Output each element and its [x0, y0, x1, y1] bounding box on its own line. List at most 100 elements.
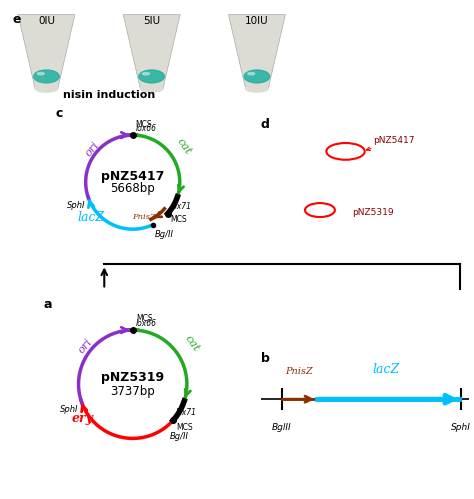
- Text: MCS: MCS: [176, 423, 193, 432]
- Circle shape: [409, 129, 423, 138]
- Circle shape: [355, 154, 371, 165]
- Text: ori: ori: [77, 336, 94, 355]
- Circle shape: [388, 139, 401, 148]
- Circle shape: [416, 187, 429, 196]
- Text: SphI: SphI: [67, 201, 86, 210]
- Circle shape: [275, 143, 287, 151]
- Circle shape: [416, 124, 424, 130]
- Circle shape: [306, 159, 315, 165]
- Circle shape: [428, 206, 441, 215]
- Circle shape: [357, 233, 368, 240]
- Text: lacZ: lacZ: [77, 211, 105, 224]
- Text: PnisZ: PnisZ: [285, 367, 313, 376]
- Circle shape: [387, 233, 399, 240]
- Circle shape: [335, 233, 345, 240]
- Text: 0IU: 0IU: [38, 16, 55, 26]
- Circle shape: [444, 121, 460, 132]
- Circle shape: [331, 234, 341, 240]
- Circle shape: [324, 204, 334, 210]
- Text: MCS: MCS: [171, 216, 187, 225]
- Circle shape: [354, 224, 365, 232]
- Circle shape: [311, 218, 328, 229]
- Text: c: c: [55, 107, 63, 120]
- Circle shape: [360, 139, 378, 151]
- Circle shape: [404, 157, 417, 165]
- Circle shape: [399, 137, 414, 147]
- Circle shape: [343, 225, 354, 232]
- Text: d: d: [260, 118, 269, 131]
- Circle shape: [421, 124, 430, 130]
- Circle shape: [318, 182, 334, 192]
- Text: cat: cat: [183, 333, 201, 353]
- Circle shape: [396, 188, 413, 199]
- Circle shape: [415, 152, 424, 158]
- Ellipse shape: [37, 72, 44, 75]
- Circle shape: [418, 237, 426, 242]
- Ellipse shape: [139, 70, 164, 83]
- Circle shape: [264, 174, 279, 184]
- Ellipse shape: [140, 85, 163, 92]
- Text: 5668bp: 5668bp: [110, 182, 155, 195]
- Circle shape: [446, 157, 454, 162]
- Text: lox66: lox66: [136, 319, 157, 328]
- Text: b: b: [261, 352, 270, 365]
- Circle shape: [435, 214, 447, 222]
- Text: nisin induction: nisin induction: [63, 90, 155, 100]
- Circle shape: [350, 194, 366, 204]
- Ellipse shape: [246, 85, 268, 92]
- Circle shape: [342, 242, 351, 248]
- Circle shape: [442, 212, 456, 221]
- Text: pNZ5319: pNZ5319: [352, 209, 393, 218]
- Ellipse shape: [34, 70, 59, 83]
- Circle shape: [305, 239, 321, 249]
- Circle shape: [399, 118, 412, 126]
- Text: pNZ5417: pNZ5417: [366, 136, 415, 151]
- Circle shape: [413, 135, 421, 140]
- Text: pNZ5319: pNZ5319: [101, 371, 164, 384]
- Polygon shape: [18, 14, 75, 88]
- Circle shape: [371, 121, 389, 133]
- Text: SphI: SphI: [60, 406, 79, 415]
- Circle shape: [400, 136, 410, 142]
- Ellipse shape: [35, 85, 58, 92]
- Circle shape: [408, 201, 421, 210]
- Circle shape: [262, 188, 274, 196]
- Text: MCS: MCS: [136, 120, 152, 129]
- Text: 5IU: 5IU: [143, 16, 160, 26]
- Circle shape: [338, 184, 354, 194]
- Circle shape: [342, 161, 355, 170]
- Circle shape: [435, 216, 447, 224]
- Text: Bg/II: Bg/II: [155, 231, 174, 240]
- Text: lox66: lox66: [136, 124, 156, 133]
- Circle shape: [395, 174, 410, 184]
- Text: lox71: lox71: [171, 202, 191, 211]
- Circle shape: [295, 148, 307, 156]
- Circle shape: [438, 238, 452, 247]
- Text: ery: ery: [72, 412, 94, 425]
- Text: Bg/II: Bg/II: [170, 432, 189, 441]
- Circle shape: [305, 170, 314, 176]
- Text: ori: ori: [83, 140, 101, 158]
- Circle shape: [437, 182, 452, 193]
- Ellipse shape: [247, 72, 255, 75]
- Circle shape: [353, 136, 362, 142]
- Text: a: a: [43, 297, 52, 310]
- Text: 3737bp: 3737bp: [110, 385, 155, 398]
- Ellipse shape: [244, 70, 270, 83]
- Circle shape: [314, 184, 325, 192]
- Text: BglII: BglII: [272, 423, 292, 432]
- Circle shape: [387, 195, 399, 203]
- Text: lacZ: lacZ: [372, 363, 400, 376]
- Text: PnisZ: PnisZ: [132, 213, 155, 221]
- Ellipse shape: [142, 72, 149, 75]
- Polygon shape: [228, 14, 285, 88]
- Text: e: e: [12, 13, 21, 26]
- Text: cat: cat: [175, 137, 193, 157]
- Circle shape: [270, 172, 284, 182]
- Text: 10IU: 10IU: [245, 16, 269, 26]
- Polygon shape: [123, 14, 180, 88]
- Circle shape: [435, 224, 447, 233]
- Circle shape: [300, 180, 312, 187]
- Circle shape: [413, 175, 426, 183]
- Circle shape: [293, 237, 303, 244]
